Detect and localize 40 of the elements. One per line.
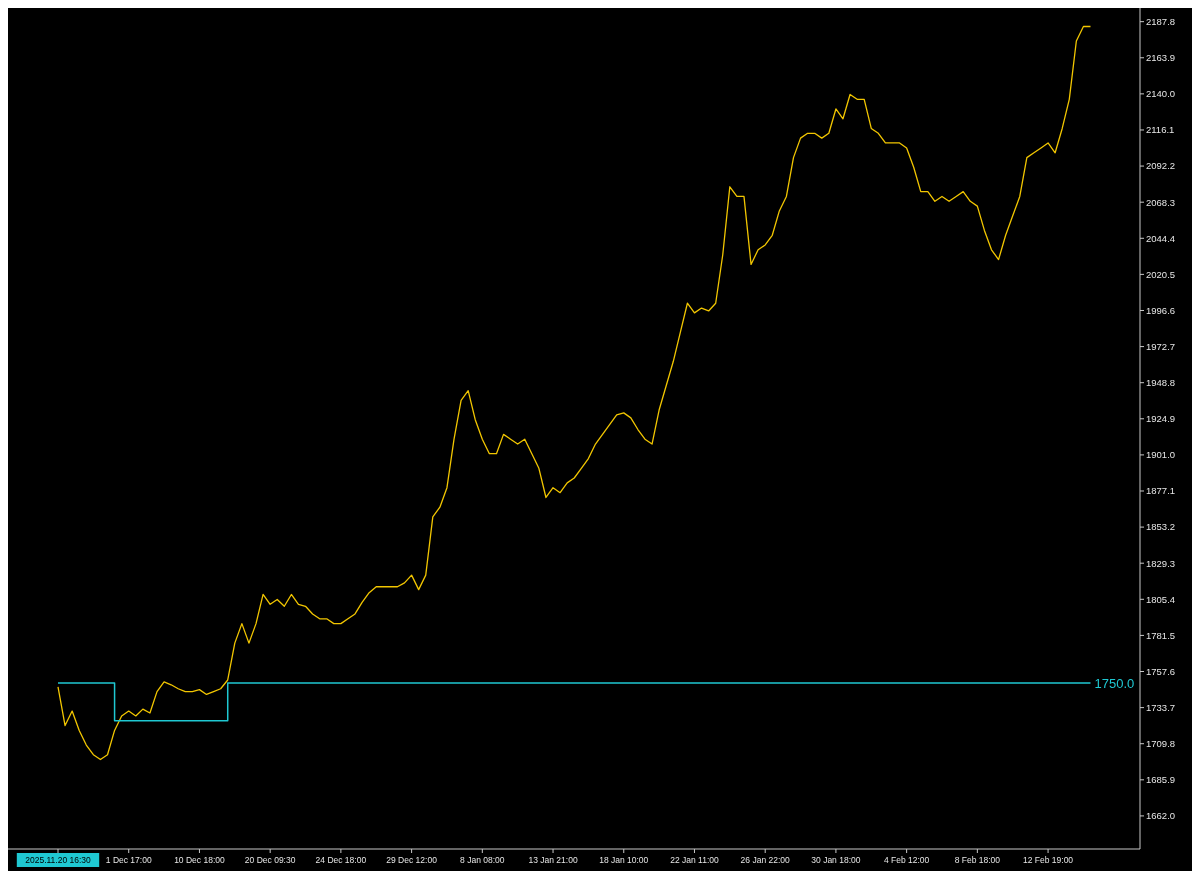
x-tick-label: 18 Jan 10:00 <box>599 855 649 865</box>
x-tick-label: 26 Jan 22:00 <box>740 855 791 865</box>
y-tick-label: 1662.0 <box>1146 810 1176 822</box>
y-tick-label: 2092.2 <box>1146 160 1176 172</box>
y-tick-label: 1948.8 <box>1146 377 1176 389</box>
y-tick-label: 1709.8 <box>1146 738 1176 750</box>
y-tick-label: 1805.4 <box>1146 593 1176 605</box>
y-tick-label: 2163.9 <box>1146 52 1176 64</box>
x-tick-label: 10 Dec 18:00 <box>174 855 225 865</box>
y-tick-label: 2140.0 <box>1146 88 1176 100</box>
y-tick-label: 1901.0 <box>1146 449 1176 461</box>
y-tick-label: 1829.3 <box>1146 557 1176 569</box>
x-tick-label: 22 Jan 11:00 <box>670 855 719 865</box>
x-tick-label: 20 Dec 09:30 <box>244 855 296 865</box>
x-tick-label: 29 Dec 12:00 <box>386 855 438 865</box>
x-tick-label: 8 Jan 08:00 <box>460 855 505 865</box>
x-tick-label: 13 Jan 21:00 <box>528 855 578 865</box>
y-tick-label: 1733.7 <box>1146 701 1176 713</box>
y-tick-label: 2068.3 <box>1146 196 1176 208</box>
x-tick-label: 30 Jan 18:00 <box>811 855 861 865</box>
y-tick-label: 2187.8 <box>1146 15 1176 27</box>
y-tick-label: 2116.1 <box>1146 124 1175 136</box>
y-tick-label: 1781.5 <box>1146 629 1176 641</box>
x-tick-label: 2025.11.20 16:30 <box>25 855 92 865</box>
y-tick-label: 1685.9 <box>1146 774 1176 786</box>
y-tick-label: 1924.9 <box>1146 413 1176 425</box>
text: 1750.0 <box>1094 675 1135 691</box>
x-tick-label: 1 Dec 17:00 <box>105 855 152 865</box>
line-series <box>57 25 1092 761</box>
y-tick-label: 1996.6 <box>1146 304 1176 316</box>
y-tick-label: 1972.7 <box>1146 340 1176 352</box>
x-tick-label: 4 Feb 12:00 <box>883 855 930 865</box>
y-tick-label: 2044.4 <box>1146 232 1176 244</box>
x-tick-label: 8 Feb 18:00 <box>954 855 1001 865</box>
x-tick-label: 12 Feb 19:00 <box>1023 855 1074 865</box>
x-tick-label: 24 Dec 18:00 <box>315 855 367 865</box>
y-tick-label: 1757.6 <box>1146 665 1176 677</box>
y-tick-label: 1853.2 <box>1146 521 1176 533</box>
y-tick-label: 2020.5 <box>1146 268 1176 280</box>
y-tick-label: 1877.1 <box>1146 485 1176 497</box>
